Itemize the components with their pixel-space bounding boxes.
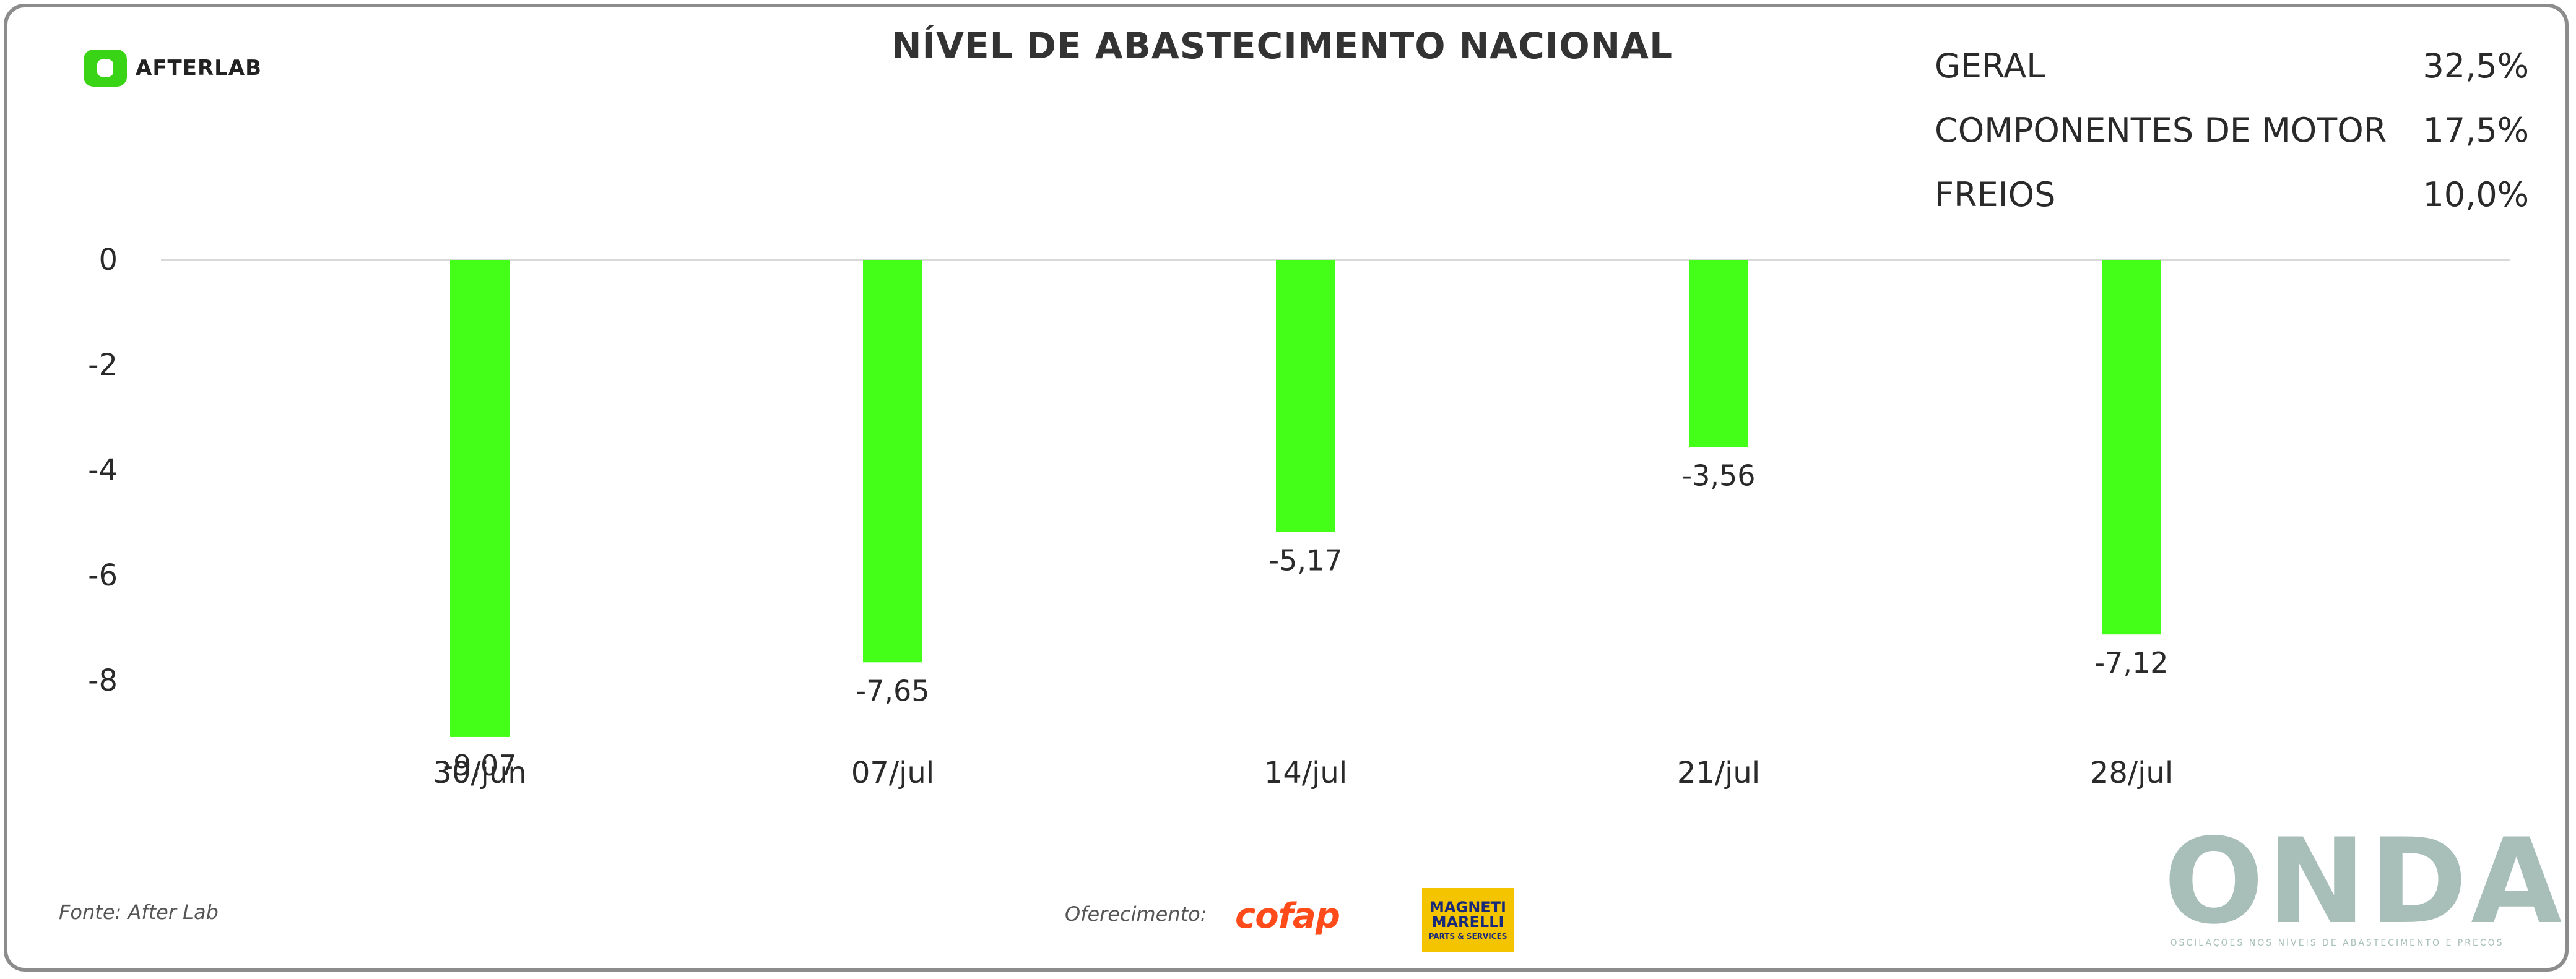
y-tick-label: -4 (88, 453, 118, 488)
bar-value-label: -7,12 (2094, 646, 2168, 679)
magneti-marelli-logo: MAGNETI MARELLI PARTS & SERVICES (1422, 888, 1514, 952)
magneti-marelli-logo-text: MAGNETI MARELLI (1429, 899, 1506, 931)
onda-logo-text: ONDA (2164, 813, 2566, 950)
afterlab-logo-icon (84, 50, 127, 87)
bar-chart: 0 -2 -4 -6 -8 -9,07 -7,65 -5,17 -3,56 -7,12 30/j… (88, 243, 2510, 790)
x-axis: 30/jun 07/jul 14/jul 21/jul 28/jul (433, 756, 2173, 790)
bar (863, 260, 922, 663)
chart-title: NÍVEL DE ABASTECIMENTO NACIONAL (891, 25, 1673, 67)
afterlab-logo-text: AFTERLAB (136, 56, 262, 80)
bar-value-label: -7,65 (856, 674, 929, 707)
cofap-logo-text: cofap (1235, 895, 1340, 936)
y-tick-label: -2 (88, 348, 118, 382)
legend-row-freios: FREIOS 10,0% (1935, 163, 2529, 227)
bar-value-label: -9,07 (443, 749, 516, 782)
legend-label: GERAL (1935, 46, 2045, 85)
x-tick-label: 30/jun (433, 756, 526, 790)
source-note: Fonte: After Lab (59, 900, 219, 924)
afterlab-logo: AFTERLAB (84, 50, 262, 87)
legend-label: FREIOS (1935, 175, 2056, 214)
sponsor-label: Oferecimento: (1065, 902, 1207, 926)
y-tick-label: -6 (88, 558, 118, 593)
magneti-marelli-sub-text: PARTS & SERVICES (1428, 932, 1507, 941)
legend-label: COMPONENTES DE MOTOR (1935, 111, 2387, 150)
bar (1689, 260, 1748, 447)
x-tick-label: 14/jul (1264, 756, 1347, 790)
legend-value: 10,0% (2422, 175, 2529, 214)
legend-value: 17,5% (2422, 111, 2529, 150)
bar (2102, 260, 2161, 635)
y-tick-label: 0 (98, 243, 118, 277)
y-tick-label: -8 (88, 663, 118, 698)
x-tick-label: 28/jul (2090, 756, 2173, 790)
bar-value-label: -5,17 (1268, 543, 1342, 577)
y-axis: 0 -2 -4 -6 -8 (88, 243, 2510, 698)
bar (450, 260, 510, 737)
legend-row-geral: GERAL 32,5% (1935, 34, 2529, 98)
x-tick-label: 07/jul (851, 756, 934, 790)
onda-logo: ONDA OSCILAÇÕES NOS NÍVEIS DE ABASTECIME… (2164, 813, 2566, 950)
bar (1276, 260, 1335, 532)
cofap-logo: cofap (1235, 888, 1393, 944)
summary-legend: GERAL 32,5% COMPONENTES DE MOTOR 17,5% F… (1935, 34, 2529, 227)
bar-value-label: -3,56 (1681, 459, 1755, 493)
onda-tagline: OSCILAÇÕES NOS NÍVEIS DE ABASTECIMENTO E… (2170, 938, 2504, 948)
legend-row-componentes-motor: COMPONENTES DE MOTOR 17,5% (1935, 98, 2529, 163)
legend-value: 32,5% (2422, 46, 2529, 85)
x-tick-label: 21/jul (1677, 756, 1760, 790)
bar-series: -9,07 -7,65 -5,17 -3,56 -7,12 (443, 260, 2169, 782)
